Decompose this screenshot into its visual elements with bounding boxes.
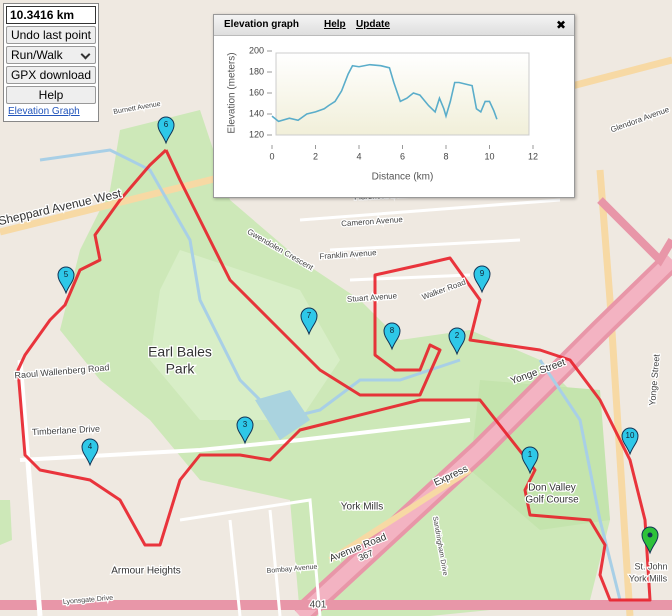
map-label: York Mills: [341, 502, 383, 513]
highway: [295, 254, 672, 616]
marker-pin: [521, 446, 539, 475]
pond: [255, 390, 310, 440]
marker-pin: [448, 327, 466, 356]
road: [17, 359, 43, 616]
y-tick-label: 200: [249, 45, 264, 55]
marker-label: 7: [307, 311, 312, 320]
x-tick-label: 10: [484, 151, 494, 161]
road: [19, 418, 471, 462]
elevation-panel: Elevation graph Help Update ✖ 120 140 160 1…: [213, 14, 575, 198]
marker-label: 2: [455, 331, 460, 340]
marker-label: 9: [480, 269, 485, 278]
x-tick-label: 0: [269, 151, 274, 161]
marker-pin: [383, 322, 401, 351]
route-marker: 8: [383, 322, 401, 351]
route-marker: 10: [621, 427, 639, 456]
marker-label: 1: [528, 450, 533, 459]
y-tick-label: 120: [249, 129, 264, 139]
elevation-chart: 120 140 160 180 200 0 2 4 6 8 10 12 Distance (km) Ele…: [227, 45, 538, 183]
map-label: Timberlane Drive: [32, 424, 101, 438]
marker-label: 3: [243, 420, 248, 429]
y-tick-label: 140: [249, 108, 264, 118]
map-label: York Mills: [629, 573, 668, 583]
map-label: Stuart Avenue: [347, 291, 398, 304]
y-axis-label: Elevation (meters): [227, 52, 238, 133]
marker-label: 8: [390, 326, 395, 335]
map-label: Yonge Street: [647, 353, 662, 406]
x-tick-label: 2: [313, 151, 318, 161]
marker-pin: [157, 116, 175, 145]
highway: [597, 197, 672, 267]
marker-pin: [236, 416, 254, 445]
marker-label: 10: [626, 431, 635, 440]
marker-pin: [300, 307, 318, 336]
elevation-line: [271, 63, 498, 123]
link[interactable]: Update: [356, 19, 390, 30]
route-marker: 3: [236, 416, 254, 445]
button[interactable]: Help: [6, 86, 96, 104]
park: [0, 500, 12, 545]
x-axis-label: Distance (km): [372, 172, 434, 183]
route-marker: 6: [157, 116, 175, 145]
y-tick-label: 180: [249, 66, 264, 76]
map-label: Glendora Avenue: [609, 105, 671, 135]
route-marker: 9: [473, 265, 491, 294]
route-marker: 2: [448, 327, 466, 356]
route-marker: 4: [81, 438, 99, 467]
road: [596, 169, 634, 616]
control-panel: 10.3416 km Undo last point Run/Walk GPX …: [3, 3, 99, 122]
river: [39, 148, 461, 422]
title-bar: Elevation graph Help Update ✖: [214, 15, 574, 36]
map-label: Armour Heights: [111, 566, 180, 577]
marker-pin: [81, 438, 99, 467]
river: [538, 359, 622, 601]
marker-pin: [621, 427, 639, 456]
route: [16, 148, 652, 602]
map-label: Earl Bales: [148, 344, 212, 360]
map-label: Golf Course: [525, 495, 579, 506]
button[interactable]: GPX download: [6, 66, 96, 84]
map-label: Raoul Wallenberg Road: [14, 362, 110, 380]
road: [328, 467, 472, 563]
close-button[interactable]: ✖: [556, 18, 567, 32]
map-label: Burnett Avenue: [113, 101, 161, 116]
route-marker: 7: [300, 307, 318, 336]
map-label: Walker Road: [421, 278, 467, 302]
marker-label: 6: [164, 120, 169, 129]
y-tick-label: 160: [249, 87, 264, 97]
marker-pin: [473, 265, 491, 294]
marker-label: 4: [88, 442, 93, 451]
map-label: Don Valley: [528, 483, 576, 494]
link[interactable]: Elevation Graph: [8, 106, 80, 117]
route-marker: 5: [57, 266, 75, 295]
map-label: Franklin Avenue: [319, 248, 377, 261]
distance: 10.3416 km: [6, 6, 96, 24]
x-tick-label: 4: [356, 151, 361, 161]
start-marker: [641, 526, 659, 555]
route-marker: 1: [521, 446, 539, 475]
button[interactable]: Undo last point: [6, 26, 96, 44]
map-label: 401: [310, 600, 327, 611]
panel-title: Elevation graph: [224, 19, 300, 30]
x-tick-label: 6: [400, 151, 405, 161]
map-label: St. John: [634, 561, 667, 571]
x-tick-label: 8: [443, 151, 448, 161]
marker-label: 5: [64, 270, 69, 279]
x-tick-label: 12: [528, 151, 538, 161]
mode-select[interactable]: Run/Walk: [6, 46, 96, 64]
marker-pin: [57, 266, 75, 295]
link[interactable]: Help: [324, 19, 346, 30]
plot-area: [275, 52, 530, 136]
road: [179, 498, 322, 616]
map-label: Park: [166, 361, 196, 377]
